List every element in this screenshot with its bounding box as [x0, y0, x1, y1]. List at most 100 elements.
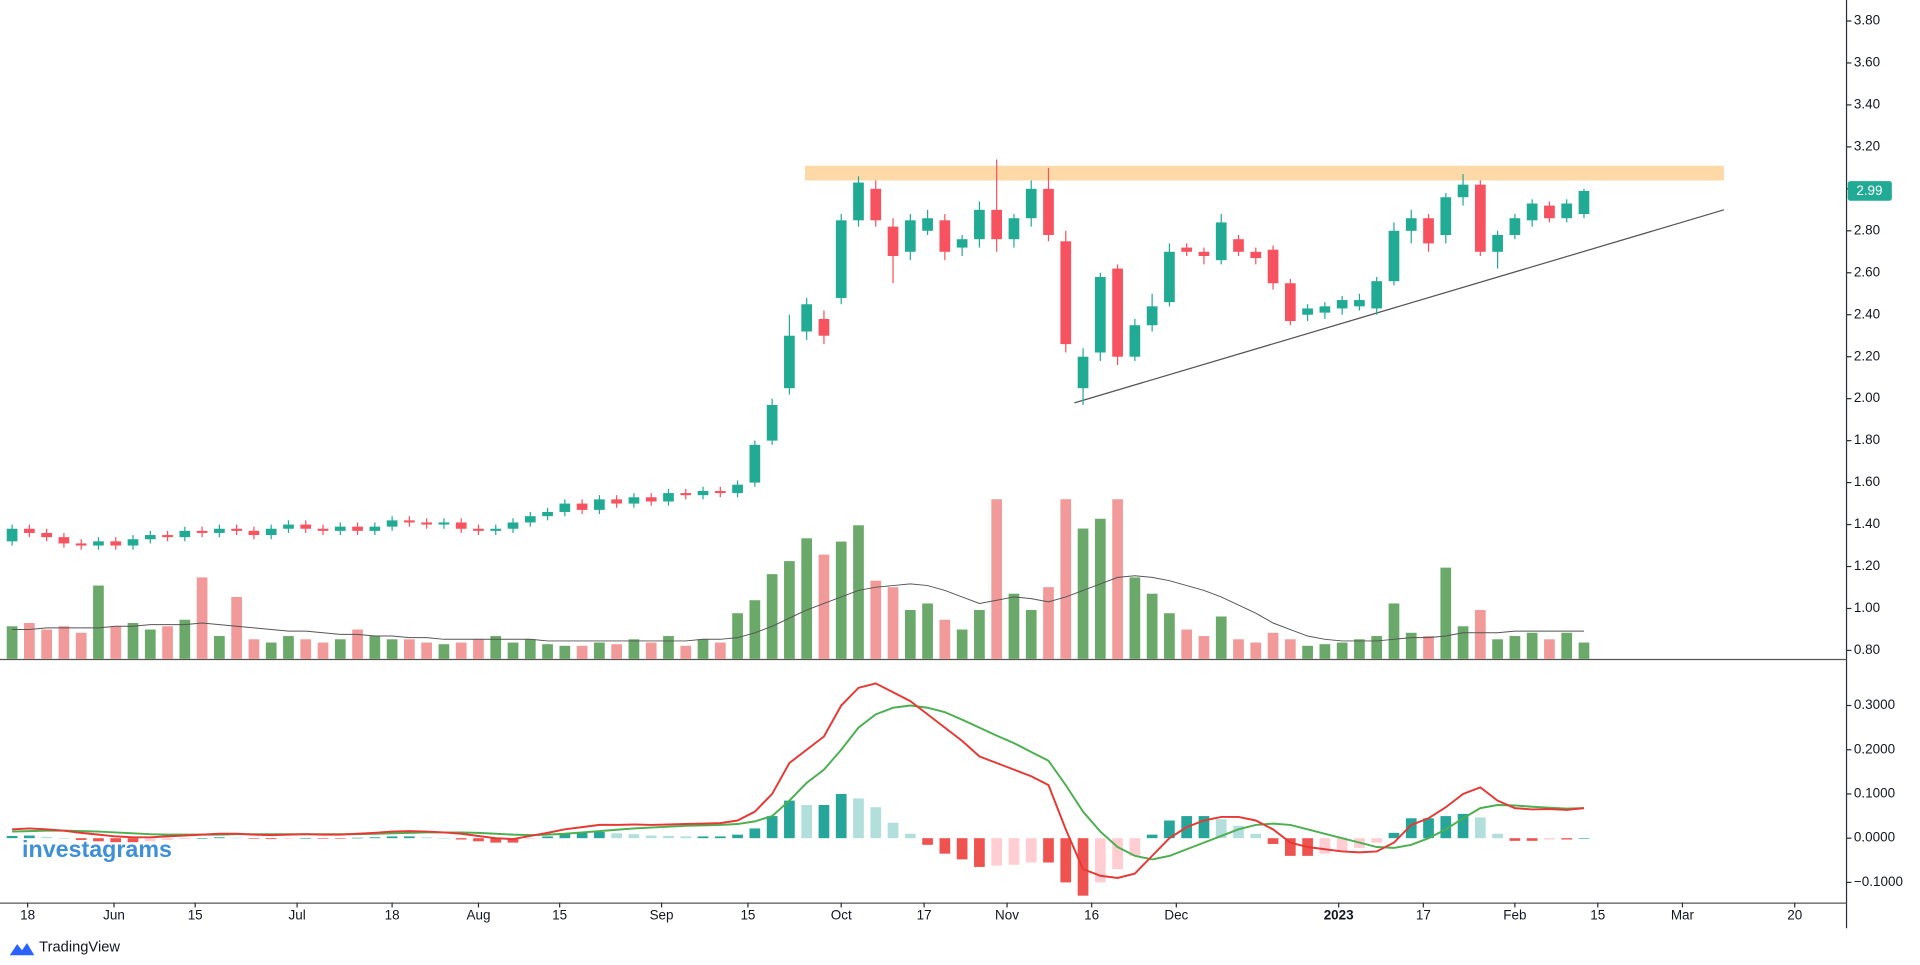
- y-tick-label: 0.0000: [1854, 830, 1895, 845]
- y-tick-label: 2.00: [1854, 390, 1880, 405]
- candle-body: [6, 528, 18, 542]
- candle-body: [1474, 184, 1486, 252]
- candle-body: [283, 524, 294, 529]
- x-tick-label: 18: [20, 908, 35, 923]
- volume-bar: [1094, 518, 1106, 659]
- histogram-bar: [956, 838, 968, 860]
- histogram-bar: [801, 805, 813, 839]
- candle-body: [162, 535, 173, 538]
- histogram-bar: [1440, 816, 1452, 839]
- x-tick-label: 15: [740, 908, 755, 923]
- histogram-bar: [231, 837, 243, 839]
- volume-bar: [265, 642, 277, 659]
- candle-body: [1578, 190, 1590, 215]
- candle-body: [645, 497, 657, 502]
- candle-body: [334, 526, 346, 531]
- candle-body: [1094, 276, 1106, 353]
- histogram-bar: [1233, 825, 1244, 839]
- volume-bar: [196, 577, 208, 659]
- volume-bar: [663, 636, 674, 659]
- candle-body: [93, 541, 104, 546]
- y-tick-label: 1.40: [1854, 516, 1880, 531]
- candle-body: [1267, 249, 1279, 284]
- candle-body: [1388, 230, 1400, 282]
- volume-bar: [438, 644, 450, 659]
- histogram-bar: [904, 833, 916, 839]
- x-tick-label: 16: [1084, 908, 1099, 923]
- x-tick-label: Jul: [288, 908, 305, 923]
- price-tag: [1847, 181, 1892, 201]
- volume-bar: [1146, 593, 1158, 659]
- y-tick-label: 2.20: [1854, 348, 1880, 363]
- candle-body: [663, 493, 674, 502]
- histogram-bar: [300, 838, 312, 839]
- volume-bar: [904, 609, 916, 659]
- volume-bar: [1440, 567, 1452, 659]
- histogram-bar: [835, 793, 847, 839]
- histogram-bar: [1129, 838, 1141, 856]
- x-tick-label: 15: [552, 908, 567, 923]
- candle-body: [680, 493, 692, 496]
- histogram-bar: [1474, 817, 1486, 839]
- candle-body: [1043, 188, 1054, 236]
- volume-bar: [231, 596, 243, 659]
- volume-ma-line: [12, 575, 1584, 642]
- volume-bar: [956, 629, 968, 659]
- volume-bar: [524, 639, 536, 659]
- histogram-bar: [1112, 838, 1123, 870]
- histogram-bar: [749, 828, 761, 839]
- volume-bar: [818, 554, 830, 659]
- candle-body: [956, 239, 968, 248]
- candle-body: [697, 490, 709, 496]
- histogram-bar: [162, 838, 173, 840]
- volume-bar: [1578, 642, 1590, 659]
- histogram-bar: [455, 838, 467, 840]
- candle-body: [835, 220, 847, 298]
- candle-body: [1440, 197, 1452, 236]
- candle-body: [1319, 306, 1331, 313]
- volume-bar: [1544, 639, 1555, 659]
- volume-bar: [1354, 639, 1365, 659]
- volume-bar: [1526, 632, 1538, 659]
- candle-body: [1250, 251, 1262, 259]
- volume-bar: [784, 561, 795, 659]
- candle-body: [1112, 268, 1123, 357]
- candle-body: [352, 526, 363, 531]
- histogram-bar: [1250, 833, 1262, 839]
- x-tick-label: 17: [917, 908, 932, 923]
- y-tick-label: 3.60: [1854, 55, 1880, 70]
- histogram-bar: [1267, 838, 1279, 844]
- candle-body: [1509, 218, 1521, 236]
- volume-bar: [1181, 629, 1193, 659]
- candle-body: [386, 520, 398, 527]
- candle-body: [714, 490, 726, 494]
- histogram-bar: [1319, 838, 1331, 854]
- histogram-bar: [196, 838, 208, 839]
- candle-body: [196, 530, 208, 533]
- volume-bar: [127, 623, 139, 659]
- candle-body: [1526, 203, 1538, 221]
- candle-body: [317, 528, 329, 531]
- histogram-bar: [507, 838, 519, 843]
- volume-bar: [697, 639, 709, 659]
- candle-body: [1025, 188, 1037, 219]
- candle-body: [1492, 235, 1503, 252]
- y-tick-label: 1.80: [1854, 432, 1880, 447]
- candle-body: [611, 499, 623, 504]
- volume-bar: [473, 639, 484, 659]
- histogram-bar: [853, 798, 864, 839]
- y-tick-label: 2.60: [1854, 264, 1880, 279]
- candle-body: [853, 182, 864, 221]
- volume-bar: [41, 629, 52, 659]
- volume-bar: [1233, 639, 1244, 659]
- candle-body: [369, 526, 381, 531]
- volume-bar: [507, 642, 519, 659]
- histogram-bar: [1284, 838, 1296, 856]
- volume-bar: [6, 626, 18, 659]
- volume-bar: [1509, 636, 1521, 659]
- y-tick-label: 1.60: [1854, 474, 1880, 489]
- candle-body: [1215, 222, 1227, 261]
- candle-body: [507, 522, 519, 529]
- y-tick-label: −0.1000: [1854, 874, 1903, 889]
